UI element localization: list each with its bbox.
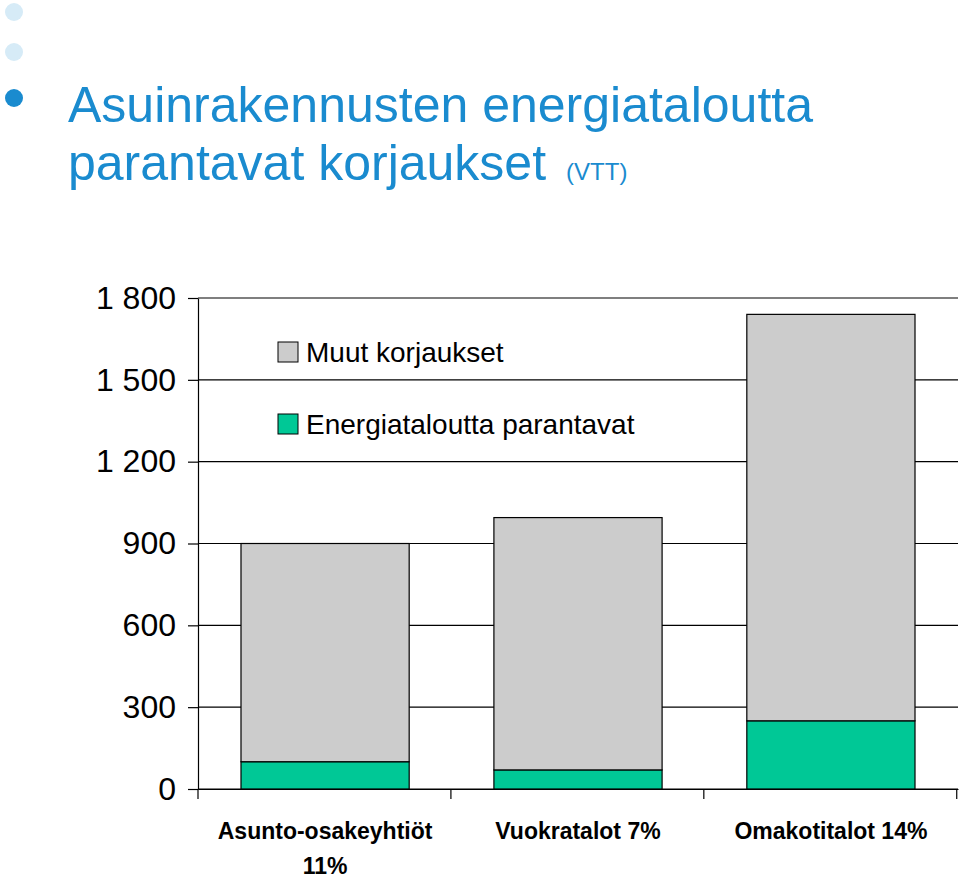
tick-label: 1 800 (96, 280, 176, 316)
category-label-line: Asunto-osakeyhtiöt (218, 818, 433, 844)
dot (5, 89, 23, 107)
dot (5, 3, 23, 21)
category-label: Asunto-osakeyhtiöt 11% (218, 818, 433, 876)
tick-label: 900 (123, 525, 176, 561)
tick: 1 200 (96, 443, 198, 479)
axis-line (198, 299, 199, 790)
tick: Asunto-osakeyhtiöt 11% (218, 789, 433, 876)
tick-mark (188, 380, 198, 381)
bar (747, 721, 915, 789)
legend-swatch (278, 342, 298, 362)
category-separator (956, 789, 957, 799)
tick: 600 (123, 607, 198, 643)
tick-mark (188, 789, 198, 790)
tick-mark (188, 707, 198, 708)
tick: 0 (158, 771, 198, 807)
tick-mark (188, 462, 198, 463)
category-label: Vuokratalot 7% (495, 818, 660, 844)
subtitle: (VTT) (566, 158, 627, 185)
axis-line (199, 789, 959, 790)
tick: 300 (123, 689, 198, 725)
tick-label: 600 (123, 607, 176, 643)
category-separators (198, 789, 957, 799)
tick-mark (188, 625, 198, 626)
legend-label: Energiataloutta parantavat (306, 409, 635, 440)
bar (494, 770, 662, 789)
title-block: Asuinrakennusten energiataloutta paranta… (68, 76, 953, 201)
bar (494, 518, 662, 770)
tick-label: 300 (123, 689, 176, 725)
series (241, 314, 915, 770)
tick-mark (188, 298, 198, 299)
tick: 900 (123, 525, 198, 561)
grid (198, 298, 958, 789)
tick-mark (188, 543, 198, 544)
tick-label: 0 (158, 771, 176, 807)
bar (241, 544, 409, 762)
bar (747, 314, 915, 720)
bar (241, 762, 409, 789)
tick: 1 500 (96, 362, 198, 398)
legend-label: Muut korjaukset (306, 337, 504, 368)
grid-line (198, 297, 958, 298)
y-axis: 0 300 600 900 1 200 1 500 1 800 (96, 280, 199, 807)
legend-item: Energiataloutta parantavat (278, 409, 635, 440)
x-axis: Asunto-osakeyhtiöt 11% Vuokratalot 7% Omako… (198, 789, 959, 876)
category-separator (450, 789, 451, 799)
category-separator (703, 789, 704, 799)
tick: Omakotitalot 14% (734, 789, 927, 844)
tick: 1 800 (96, 280, 198, 316)
chart: 0 300 600 900 1 200 1 500 1 800 Asunto-osakeyht… (0, 0, 960, 876)
legend: Muut korjaukset Energiataloutta parantava… (278, 337, 635, 440)
tick: Vuokratalot 7% (495, 789, 660, 844)
title: Asuinrakennusten energiataloutta paranta… (68, 77, 813, 191)
tick-label: 1 500 (96, 362, 176, 398)
tick-label: 1 200 (96, 443, 176, 479)
dot (5, 43, 23, 61)
plot: 0 300 600 900 1 200 1 500 1 800 Asunto-osakeyht… (96, 280, 959, 876)
decoration (5, 3, 23, 107)
legend-swatch (278, 414, 298, 434)
category-label-line: 11% (303, 853, 348, 876)
category-label: Omakotitalot 14% (734, 818, 927, 844)
category-separator (197, 789, 198, 799)
bars (241, 314, 915, 789)
legend-item: Muut korjaukset (278, 337, 504, 368)
